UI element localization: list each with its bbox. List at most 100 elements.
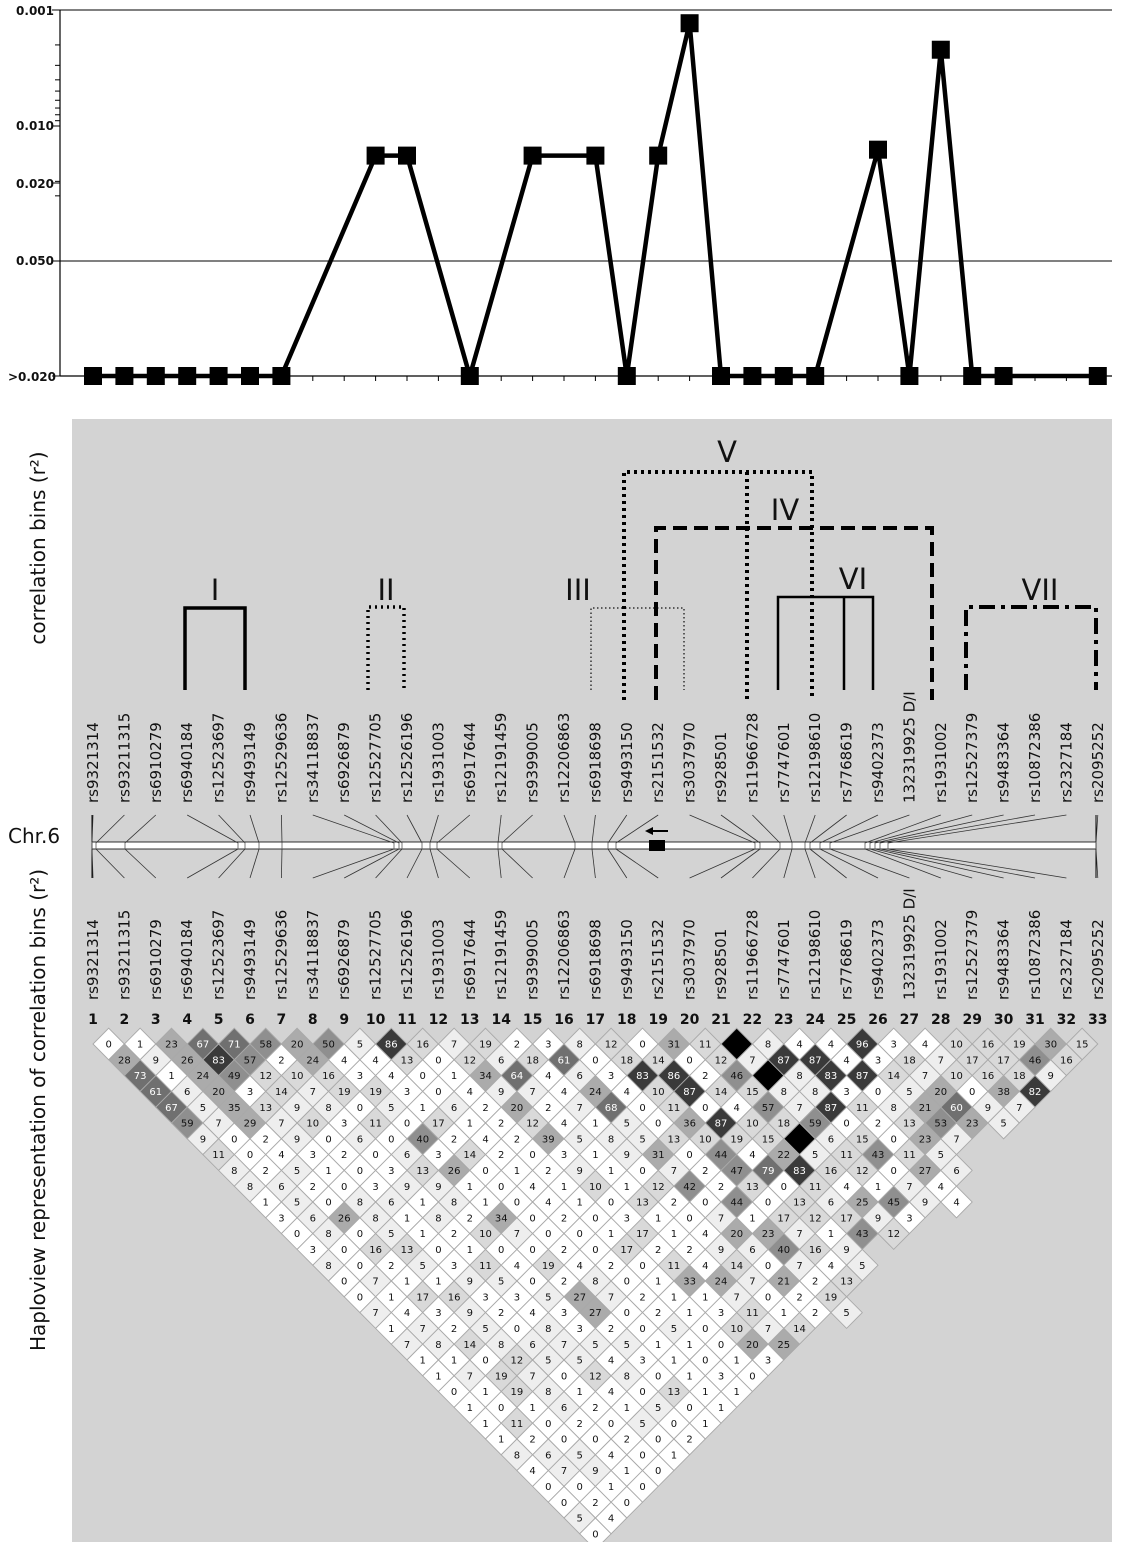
snp-label-bottom: rs9483364 xyxy=(995,919,1013,1000)
snp-label-bottom: rs7768619 xyxy=(838,919,856,1000)
ld-value: 1 xyxy=(608,1229,614,1240)
ld-value: 1 xyxy=(686,1371,692,1382)
ld-value: 34 xyxy=(479,1071,492,1082)
connector-top xyxy=(375,814,403,844)
ld-value: 3 xyxy=(906,1213,912,1224)
snp-label-top: rs6940184 xyxy=(178,722,196,803)
ld-value: 59 xyxy=(181,1119,194,1130)
ld-value: 3 xyxy=(310,1245,316,1256)
ld-value: 0 xyxy=(639,1324,645,1335)
snp-index: 23 xyxy=(774,1012,793,1028)
ld-value: 1 xyxy=(404,1277,410,1288)
ld-value: 1 xyxy=(702,1419,708,1430)
haploview-title: Haploview representation of correlation … xyxy=(26,869,50,1351)
ld-value: 5 xyxy=(639,1134,645,1145)
ld-value: 6 xyxy=(278,1182,284,1193)
y-tick-label-0010: 0.010 xyxy=(16,119,54,133)
ld-value: 16 xyxy=(322,1071,335,1082)
ld-value: 4 xyxy=(608,1387,614,1398)
connector-top xyxy=(829,814,910,844)
ld-value: 8 xyxy=(247,1182,253,1193)
ld-value: 3 xyxy=(765,1356,771,1367)
snp-index: 32 xyxy=(1057,1012,1076,1028)
ld-value: 44 xyxy=(715,1150,728,1161)
ld-value: 9 xyxy=(294,1134,300,1145)
ld-value: 1 xyxy=(137,1040,143,1051)
ld-value: 6 xyxy=(953,1166,959,1177)
ld-value: 57 xyxy=(762,1103,775,1114)
snp-index: 20 xyxy=(680,1012,700,1028)
ld-value: 13 xyxy=(840,1277,853,1288)
ld-value: 3 xyxy=(435,1308,441,1319)
ld-value: 2 xyxy=(592,1403,598,1414)
snp-label-top: rs7747601 xyxy=(775,722,793,803)
ld-value: 4 xyxy=(608,1356,614,1367)
ld-value: 0 xyxy=(325,1198,331,1209)
ld-value: 61 xyxy=(149,1087,162,1098)
data-point xyxy=(806,367,825,385)
data-point xyxy=(209,367,228,385)
ld-value: 0 xyxy=(702,1198,708,1209)
ld-value: 4 xyxy=(545,1198,551,1209)
connector-bottom xyxy=(95,848,125,879)
ld-value: 2 xyxy=(875,1119,881,1130)
snp-index: 21 xyxy=(711,1012,730,1028)
ld-value: 0 xyxy=(702,1103,708,1114)
ld-value: 12 xyxy=(589,1371,602,1382)
ld-value: 0 xyxy=(357,1292,363,1303)
ld-value: 0 xyxy=(435,1055,441,1066)
ld-value: 17 xyxy=(620,1245,633,1256)
connector-bottom xyxy=(124,848,157,879)
ld-value: 10 xyxy=(291,1071,304,1082)
ld-value: 83 xyxy=(212,1055,225,1066)
ld-value: 1 xyxy=(577,1198,583,1209)
ld-value: 2 xyxy=(514,1134,520,1145)
snp-labels-top: rs9321314 rs93211315 rs6910279 rs6940184 rs1… xyxy=(84,691,1107,803)
ld-value: 6 xyxy=(749,1245,755,1256)
ld-value: 5 xyxy=(938,1150,944,1161)
ld-value: 2 xyxy=(451,1324,457,1335)
ld-value: 1 xyxy=(608,1166,614,1177)
y-tick-label-0050: 0.050 xyxy=(16,254,54,268)
ld-cell xyxy=(877,1217,911,1251)
ld-value: 2 xyxy=(639,1292,645,1303)
connector-bottom xyxy=(752,848,781,879)
snp-index: 31 xyxy=(1025,1012,1044,1028)
snp-label-top: rs7768619 xyxy=(838,722,856,803)
ld-value: 0 xyxy=(498,1245,504,1256)
ld-value: 10 xyxy=(652,1087,665,1098)
ld-value: 2 xyxy=(467,1213,473,1224)
ld-value: 3 xyxy=(278,1213,284,1224)
gene-direction-arrowhead xyxy=(645,827,653,835)
snp-label-bottom: 132319925 D/I xyxy=(900,888,918,1000)
ld-cell xyxy=(579,1517,612,1542)
snp-label-bottom: rs2151532 xyxy=(649,919,667,1000)
ld-value: 17 xyxy=(997,1055,1010,1066)
ld-value: 0 xyxy=(686,1213,692,1224)
ld-value: 5 xyxy=(294,1198,300,1209)
ld-value: 0 xyxy=(592,1213,598,1224)
bin-V-bracket xyxy=(622,470,814,700)
snp-index: 24 xyxy=(805,1012,825,1028)
ld-value: 0 xyxy=(624,1498,630,1509)
ld-value: 3 xyxy=(247,1087,253,1098)
ld-value: 1 xyxy=(420,1229,426,1240)
ld-value: 9 xyxy=(592,1466,598,1477)
snp-label-bottom: rs6917644 xyxy=(461,919,479,1000)
connector-bottom xyxy=(809,848,847,879)
bin-VI-label: VI xyxy=(839,562,867,596)
ld-value: 0 xyxy=(749,1371,755,1382)
ld-value: 0 xyxy=(529,1245,535,1256)
ld-value: 31 xyxy=(668,1040,681,1051)
ld-value: 4 xyxy=(514,1261,520,1272)
ld-value: 7 xyxy=(938,1055,944,1066)
ld-value: 14 xyxy=(463,1340,476,1351)
ld-value: 2 xyxy=(608,1261,614,1272)
ld-value: 64 xyxy=(511,1071,524,1082)
ld-value: 1 xyxy=(671,1229,677,1240)
ld-value: 20 xyxy=(212,1087,225,1098)
ld-value: 5 xyxy=(357,1040,363,1051)
snp-index: 8 xyxy=(308,1012,318,1028)
ld-value: 0 xyxy=(718,1340,724,1351)
ld-value: 67 xyxy=(165,1103,178,1114)
